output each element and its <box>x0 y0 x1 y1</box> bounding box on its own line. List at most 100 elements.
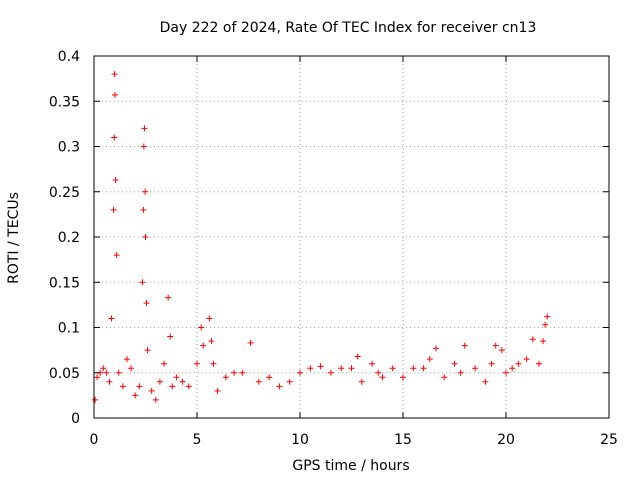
data-point <box>503 369 509 376</box>
data-point <box>210 360 217 367</box>
data-point <box>400 374 406 381</box>
data-point <box>441 374 448 381</box>
data-point <box>110 206 117 213</box>
data-point <box>142 188 149 195</box>
y-tick-label: 0.15 <box>49 275 80 291</box>
data-point <box>161 360 168 367</box>
data-point <box>317 363 324 370</box>
chart-title: Day 222 of 2024, Rate Of TEC Index for r… <box>160 20 537 36</box>
data-point <box>523 356 530 363</box>
axis-ticks: 0 5 10 15 20 25 0 0.05 0.1 0.15 0.2 0.25 0.3 0.35 0.4 <box>49 49 618 448</box>
data-point <box>542 321 549 328</box>
data-point <box>143 300 150 307</box>
data-point <box>132 392 139 399</box>
x-tick-label: 5 <box>193 432 202 448</box>
data-point <box>307 365 314 372</box>
data-point <box>185 383 192 390</box>
data-point <box>461 342 468 349</box>
data-point <box>139 279 146 286</box>
data-point <box>112 91 119 98</box>
data-point <box>103 369 110 376</box>
data-point <box>140 206 147 213</box>
y-tick-label: 0.05 <box>49 366 80 382</box>
y-tick-label: 0.3 <box>58 140 80 156</box>
data-point <box>286 378 293 385</box>
data-point <box>457 369 464 376</box>
data-point <box>509 365 516 372</box>
y-tick-label: 0.2 <box>58 230 80 246</box>
data-point <box>169 383 176 390</box>
data-point <box>167 333 174 340</box>
data-point <box>544 313 551 320</box>
data-point <box>358 378 365 385</box>
data-point <box>113 252 120 259</box>
data-point <box>410 365 417 372</box>
data-point <box>338 365 345 372</box>
y-tick-label: 0 <box>71 411 80 427</box>
data-point <box>214 387 221 394</box>
data-point <box>144 347 151 354</box>
x-tick-label: 10 <box>291 432 309 448</box>
x-tick-label: 15 <box>394 432 412 448</box>
data-point <box>369 360 376 367</box>
data-point <box>148 387 155 394</box>
data-point <box>492 342 499 349</box>
data-point <box>141 125 148 132</box>
data-point <box>198 324 205 331</box>
data-point <box>540 338 547 345</box>
data-point <box>420 365 427 372</box>
data-point <box>327 369 334 376</box>
data-point <box>276 383 283 390</box>
data-point <box>535 360 542 367</box>
data-point <box>112 176 119 183</box>
data-point <box>94 374 101 381</box>
data-point <box>140 143 147 150</box>
data-point <box>255 378 262 385</box>
data-point <box>231 369 238 376</box>
y-tick-label: 0.35 <box>49 94 80 110</box>
data-point <box>498 347 505 354</box>
grid <box>94 56 609 418</box>
data-point <box>239 369 246 376</box>
data-point <box>482 378 489 385</box>
data-point <box>222 374 229 381</box>
data-point <box>375 369 382 376</box>
data-point <box>266 374 273 381</box>
data-point <box>354 353 361 360</box>
data-point <box>115 369 122 376</box>
x-tick-label: 0 <box>90 432 99 448</box>
data-point <box>488 360 495 367</box>
data-point <box>426 356 433 363</box>
data-point <box>208 338 215 345</box>
y-tick-label: 0.4 <box>58 49 80 65</box>
data-point <box>179 378 186 385</box>
data-point <box>194 360 200 367</box>
x-tick-label: 25 <box>600 432 618 448</box>
x-tick-label: 20 <box>497 432 515 448</box>
data-point <box>156 378 163 385</box>
data-point <box>108 315 115 322</box>
x-axis-label: GPS time / hours <box>292 458 409 474</box>
data-point <box>206 315 213 322</box>
data-point <box>123 356 130 363</box>
data-point <box>379 374 386 381</box>
data-point <box>451 360 458 367</box>
data-point <box>106 378 113 385</box>
y-tick-label: 0.25 <box>49 185 80 201</box>
data-point <box>432 345 439 352</box>
data-point <box>136 383 143 390</box>
data-point <box>92 396 99 403</box>
data-point <box>119 383 126 390</box>
plot-frame <box>93 55 610 419</box>
y-axis-label: ROTI / TECUs <box>6 192 22 284</box>
data-point <box>200 342 207 349</box>
data-point <box>297 369 303 376</box>
data-point <box>152 396 159 403</box>
data-point <box>142 234 149 240</box>
data-point <box>348 365 355 372</box>
data-point <box>111 134 118 141</box>
data-point <box>529 336 536 343</box>
y-tick-label: 0.1 <box>58 321 80 337</box>
